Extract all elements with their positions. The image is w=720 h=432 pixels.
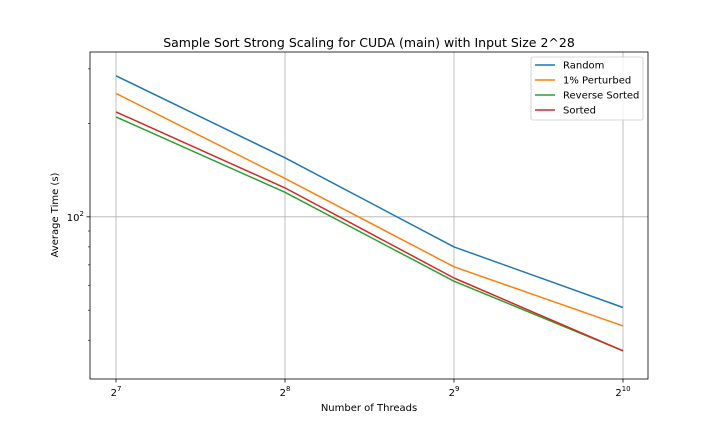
x-tick-label-exponent: 7 xyxy=(117,385,121,393)
x-tick-label: 27 xyxy=(111,385,122,399)
x-tick-label-exponent: 10 xyxy=(622,385,631,393)
y-tick-label-base: 10 xyxy=(67,213,80,224)
legend-label: Random xyxy=(563,61,604,72)
legend-label: Sorted xyxy=(563,106,596,117)
y-tick-label-exponent: 2 xyxy=(80,210,84,218)
x-tick-label: 210 xyxy=(615,385,630,399)
x-tick-label-base: 2 xyxy=(449,388,455,399)
legend-box xyxy=(530,56,644,121)
x-tick-label-base: 2 xyxy=(615,388,621,399)
series-line-sorted xyxy=(115,111,624,352)
legend: Random 1% Perturbed Reverse Sorted Sorted xyxy=(530,56,644,121)
x-tick-label-base: 2 xyxy=(280,388,286,399)
x-axis-label: Number of Threads xyxy=(321,403,417,414)
series-line-1-perturbed xyxy=(115,92,624,327)
plot-area-frame xyxy=(89,51,649,380)
series-lines xyxy=(115,75,624,352)
series-line-random xyxy=(115,75,624,309)
x-tick-label: 28 xyxy=(280,385,291,399)
y-axis-label: Average Time (s) xyxy=(50,172,61,257)
legend-label: Reverse Sorted xyxy=(563,91,639,102)
x-tick-label: 29 xyxy=(449,385,460,399)
y-tick-label: 102 xyxy=(67,210,84,224)
chart-title: Sample Sort Strong Scaling for CUDA (mai… xyxy=(163,35,575,50)
series-line-reverse-sorted xyxy=(115,116,624,352)
x-tick-label-base: 2 xyxy=(111,388,117,399)
x-tick-label-exponent: 8 xyxy=(286,385,290,393)
x-tick-label-exponent: 9 xyxy=(455,385,459,393)
legend-label: 1% Perturbed xyxy=(563,76,631,87)
